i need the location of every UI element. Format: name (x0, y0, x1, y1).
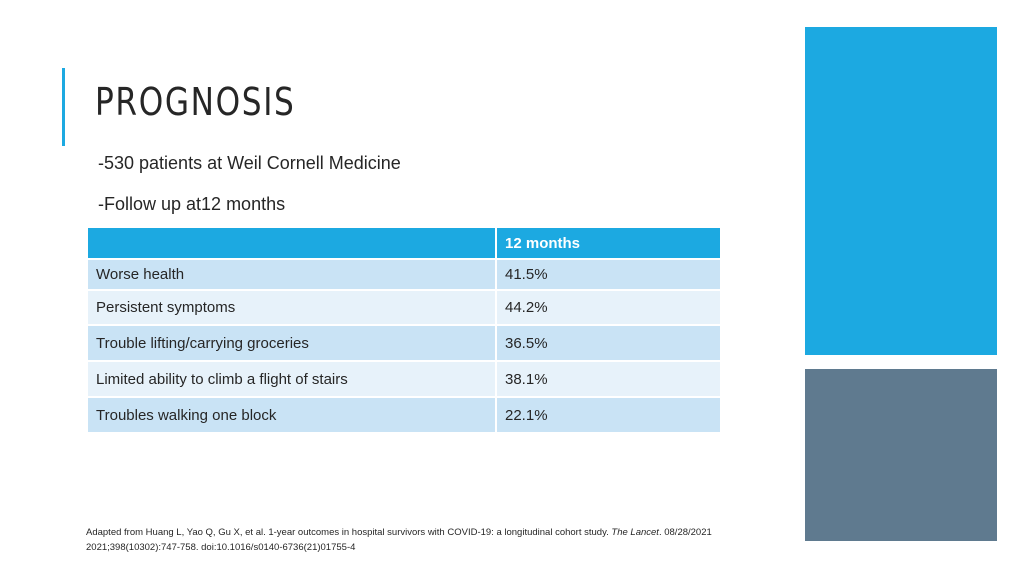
table-header-cell-label (86, 226, 497, 260)
table-row: Worse health 41.5% (86, 258, 722, 291)
table-row: Limited ability to climb a flight of sta… (86, 360, 722, 398)
decorative-blue-block (805, 27, 997, 355)
table-cell-outcome: Troubles walking one block (86, 396, 497, 434)
bullet-patients: -530 patients at Weil Cornell Medicine (98, 153, 401, 173)
table-header-cell-12-months: 12 months (495, 226, 722, 260)
table-row: Trouble lifting/carrying groceries 36.5% (86, 324, 722, 362)
table-cell-outcome: Limited ability to climb a flight of sta… (86, 360, 497, 398)
citation-details: . 08/28/2021 2021;398(10302):747-758. do… (86, 527, 712, 553)
title-accent-bar (62, 68, 65, 146)
table-cell-outcome: Persistent symptoms (86, 289, 497, 326)
table-cell-value: 44.2% (495, 289, 722, 326)
table-row: Troubles walking one block 22.1% (86, 396, 722, 434)
table-cell-value: 22.1% (495, 396, 722, 434)
citation-journal: The Lancet (611, 527, 659, 538)
outcomes-table: 12 months Worse health 41.5% Persistent … (86, 226, 722, 434)
citation-text: Adapted from Huang L, Yao Q, Gu X, et al… (86, 527, 609, 538)
slide-title: PROGNOSIS (95, 80, 296, 124)
citation: Adapted from Huang L, Yao Q, Gu X, et al… (86, 525, 786, 555)
table-cell-outcome: Trouble lifting/carrying groceries (86, 324, 497, 362)
table-cell-value: 41.5% (495, 258, 722, 291)
bullet-follow-up: -Follow up at12 months (98, 194, 286, 214)
table-cell-outcome: Worse health (86, 258, 497, 291)
table-row: Persistent symptoms 44.2% (86, 289, 722, 326)
decorative-slate-block (805, 369, 997, 541)
table-cell-value: 36.5% (495, 324, 722, 362)
table-cell-value: 38.1% (495, 360, 722, 398)
table-header-row: 12 months (86, 226, 722, 260)
